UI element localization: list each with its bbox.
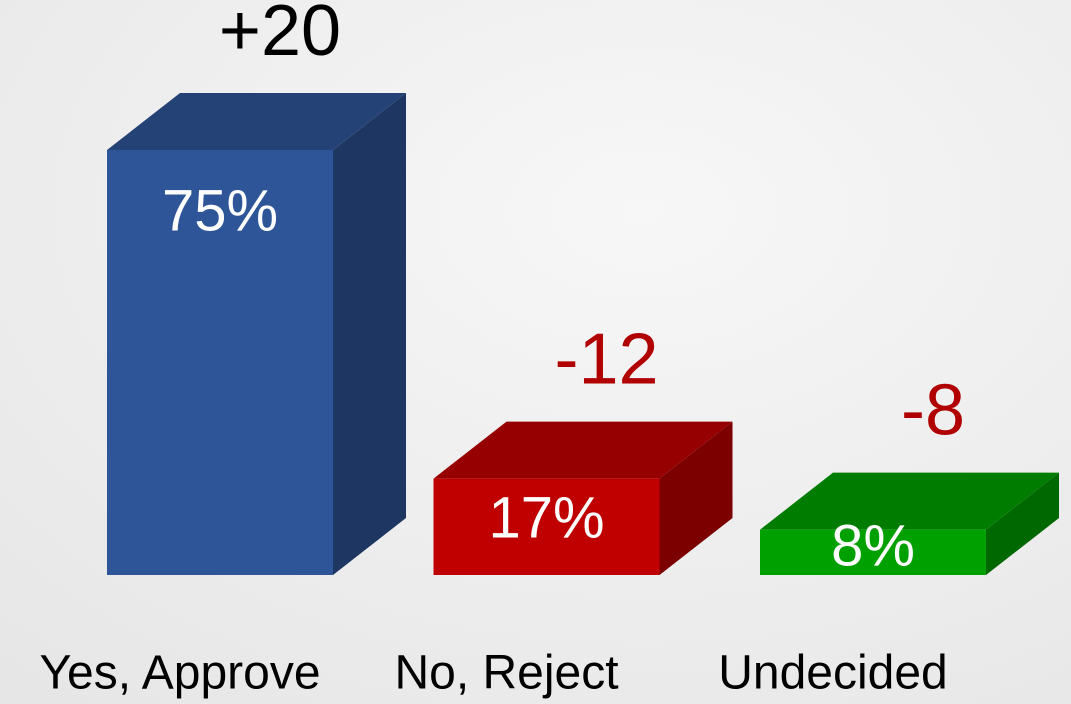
value-label: 75% <box>162 178 278 243</box>
bar-side <box>659 421 733 575</box>
x-tick-label: Yes, Approve <box>39 647 320 700</box>
change-label: -8 <box>901 371 965 451</box>
bar-side <box>333 93 406 575</box>
x-tick-label: Undecided <box>718 647 948 700</box>
value-label: 8% <box>831 513 915 578</box>
bar <box>107 150 333 575</box>
bar-top <box>433 421 733 479</box>
value-label: 17% <box>488 485 604 550</box>
bar <box>760 529 986 575</box>
change-label: -12 <box>554 320 658 400</box>
bar-side <box>986 472 1059 575</box>
bar <box>433 478 660 575</box>
change-label: +20 <box>219 0 341 71</box>
x-tick-label: No, Reject <box>394 647 618 700</box>
bar-top <box>760 472 1059 530</box>
bar-top <box>107 93 406 150</box>
